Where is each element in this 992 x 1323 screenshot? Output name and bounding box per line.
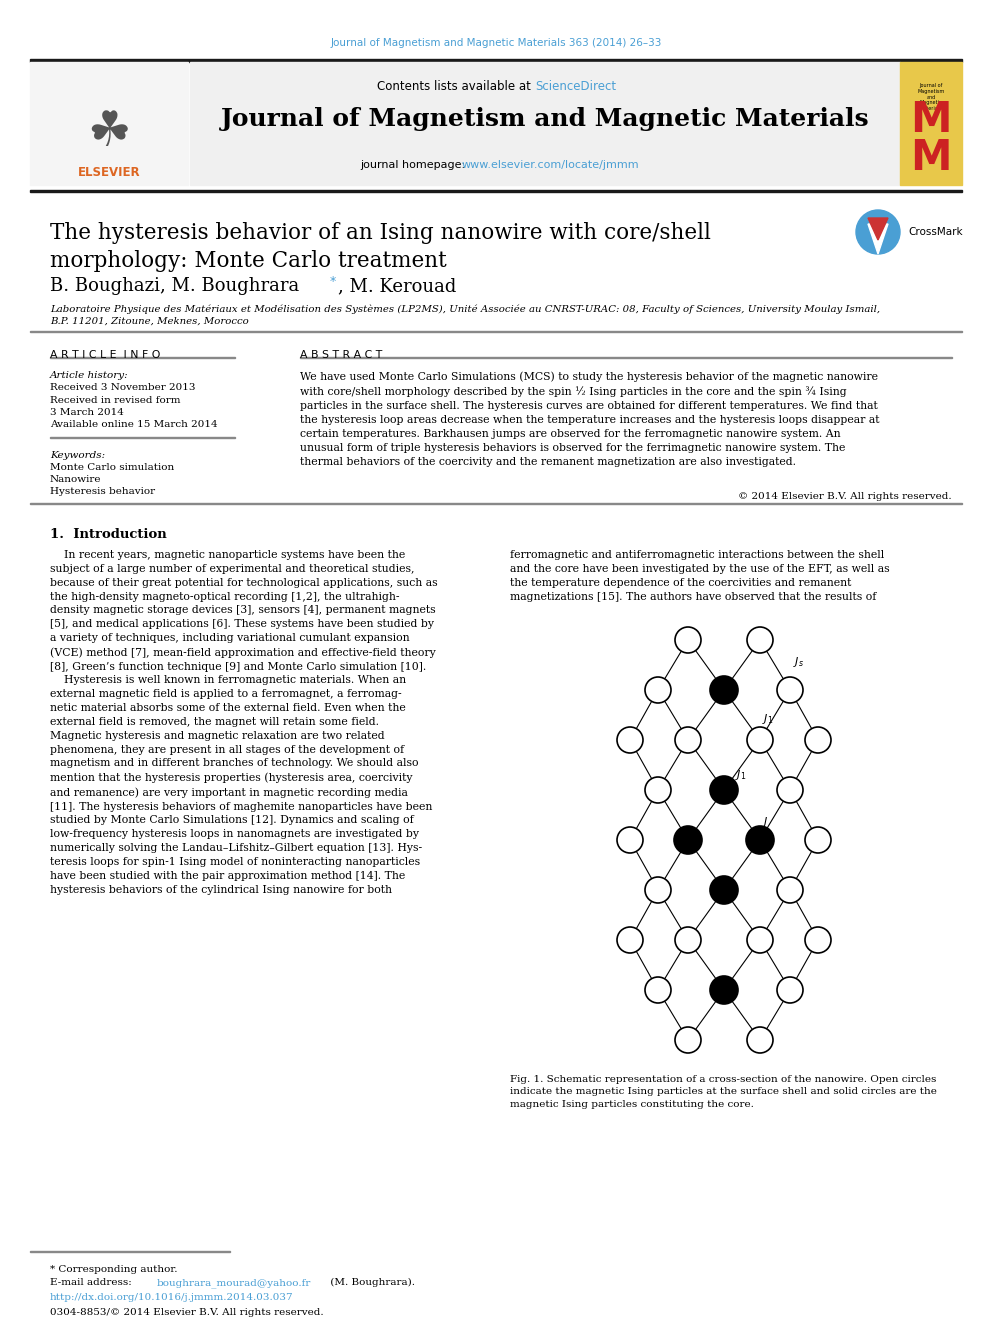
Text: (M. Boughrara).: (M. Boughrara). bbox=[327, 1278, 415, 1287]
Text: © 2014 Elsevier B.V. All rights reserved.: © 2014 Elsevier B.V. All rights reserved… bbox=[738, 492, 952, 501]
Circle shape bbox=[710, 876, 738, 904]
Circle shape bbox=[617, 728, 643, 753]
Circle shape bbox=[746, 826, 774, 855]
Text: $J_s$: $J_s$ bbox=[793, 655, 804, 669]
Text: $J_s$: $J_s$ bbox=[820, 733, 831, 747]
Text: In recent years, magnetic nanoparticle systems have been the
subject of a large : In recent years, magnetic nanoparticle s… bbox=[50, 550, 437, 894]
Text: www.elsevier.com/locate/jmmm: www.elsevier.com/locate/jmmm bbox=[462, 160, 640, 169]
Text: Fig. 1. Schematic representation of a cross-section of the nanowire. Open circle: Fig. 1. Schematic representation of a cr… bbox=[510, 1076, 936, 1109]
Circle shape bbox=[617, 927, 643, 953]
Circle shape bbox=[645, 677, 671, 703]
Text: ferromagnetic and antiferromagnetic interactions between the shell
and the core : ferromagnetic and antiferromagnetic inte… bbox=[510, 550, 890, 602]
Text: Monte Carlo simulation: Monte Carlo simulation bbox=[50, 463, 175, 472]
Circle shape bbox=[747, 1027, 773, 1053]
Bar bbox=[900, 62, 962, 185]
Circle shape bbox=[747, 927, 773, 953]
Circle shape bbox=[805, 728, 831, 753]
Circle shape bbox=[777, 677, 803, 703]
Text: B. Boughazi, M. Boughrara: B. Boughazi, M. Boughrara bbox=[50, 277, 300, 295]
Text: A R T I C L E  I N F O: A R T I C L E I N F O bbox=[50, 351, 161, 360]
Text: ELSEVIER: ELSEVIER bbox=[77, 165, 140, 179]
Circle shape bbox=[617, 827, 643, 853]
Text: $J$: $J$ bbox=[762, 815, 769, 830]
Text: http://dx.doi.org/10.1016/j.jmmm.2014.03.037: http://dx.doi.org/10.1016/j.jmmm.2014.03… bbox=[50, 1293, 294, 1302]
Circle shape bbox=[805, 827, 831, 853]
Text: M: M bbox=[911, 138, 951, 179]
Text: Journal of Magnetism and Magnetic Materials: Journal of Magnetism and Magnetic Materi… bbox=[220, 107, 869, 131]
Bar bbox=[30, 62, 188, 185]
Polygon shape bbox=[868, 218, 888, 239]
Text: 0304-8853/© 2014 Elsevier B.V. All rights reserved.: 0304-8853/© 2014 Elsevier B.V. All right… bbox=[50, 1308, 323, 1316]
Text: B.P. 11201, Zitoune, Meknes, Morocco: B.P. 11201, Zitoune, Meknes, Morocco bbox=[50, 318, 249, 325]
Text: * Corresponding author.: * Corresponding author. bbox=[50, 1265, 178, 1274]
Text: , M. Kerouad: , M. Kerouad bbox=[338, 277, 456, 295]
Text: Journal of
Magnetism
and
Magnetic
Materials: Journal of Magnetism and Magnetic Materi… bbox=[918, 83, 944, 111]
Circle shape bbox=[747, 627, 773, 654]
Text: The hysteresis behavior of an Ising nanowire with core/shell: The hysteresis behavior of an Ising nano… bbox=[50, 222, 711, 243]
Circle shape bbox=[710, 676, 738, 704]
Bar bbox=[30, 189, 962, 192]
Circle shape bbox=[777, 877, 803, 904]
Circle shape bbox=[645, 976, 671, 1003]
Text: Received 3 November 2013: Received 3 November 2013 bbox=[50, 382, 195, 392]
Text: Keywords:: Keywords: bbox=[50, 451, 105, 460]
Text: $J_1$: $J_1$ bbox=[762, 712, 774, 726]
Polygon shape bbox=[868, 224, 888, 254]
Text: morphology: Monte Carlo treatment: morphology: Monte Carlo treatment bbox=[50, 250, 446, 273]
Circle shape bbox=[645, 777, 671, 803]
Text: Contents lists available at: Contents lists available at bbox=[377, 79, 535, 93]
Text: We have used Monte Carlo Simulations (MCS) to study the hysteresis behavior of t: We have used Monte Carlo Simulations (MC… bbox=[300, 370, 880, 467]
Text: 1.  Introduction: 1. Introduction bbox=[50, 528, 167, 541]
Circle shape bbox=[777, 777, 803, 803]
Text: M: M bbox=[911, 99, 951, 142]
Text: journal homepage:: journal homepage: bbox=[360, 160, 468, 169]
Text: 3 March 2014: 3 March 2014 bbox=[50, 407, 124, 417]
Text: A B S T R A C T: A B S T R A C T bbox=[300, 351, 382, 360]
Circle shape bbox=[747, 728, 773, 753]
Text: Article history:: Article history: bbox=[50, 370, 129, 380]
Bar bbox=[30, 60, 962, 62]
Text: ☘: ☘ bbox=[87, 108, 131, 156]
Circle shape bbox=[710, 777, 738, 804]
Circle shape bbox=[805, 927, 831, 953]
Circle shape bbox=[710, 976, 738, 1004]
Text: $J_1$: $J_1$ bbox=[735, 767, 746, 782]
Circle shape bbox=[675, 728, 701, 753]
Text: ScienceDirect: ScienceDirect bbox=[535, 79, 616, 93]
Text: Journal of Magnetism and Magnetic Materials 363 (2014) 26–33: Journal of Magnetism and Magnetic Materi… bbox=[330, 38, 662, 48]
Circle shape bbox=[675, 1027, 701, 1053]
Circle shape bbox=[674, 826, 702, 855]
Text: Hysteresis behavior: Hysteresis behavior bbox=[50, 487, 155, 496]
Circle shape bbox=[645, 877, 671, 904]
Bar bbox=[190, 62, 900, 185]
Circle shape bbox=[777, 976, 803, 1003]
Circle shape bbox=[675, 627, 701, 654]
Text: *: * bbox=[330, 275, 336, 288]
Text: Received in revised form: Received in revised form bbox=[50, 396, 181, 405]
Text: Laboratoire Physique des Matériaux et Modélisation des Systèmes (LP2MS), Unité A: Laboratoire Physique des Matériaux et Mo… bbox=[50, 304, 880, 314]
Text: CrossMark: CrossMark bbox=[908, 228, 962, 237]
Text: Available online 15 March 2014: Available online 15 March 2014 bbox=[50, 419, 217, 429]
Text: boughrara_mourad@yahoo.fr: boughrara_mourad@yahoo.fr bbox=[157, 1278, 311, 1287]
Circle shape bbox=[856, 210, 900, 254]
Circle shape bbox=[675, 927, 701, 953]
Text: Nanowire: Nanowire bbox=[50, 475, 101, 484]
Text: E-mail address:: E-mail address: bbox=[50, 1278, 135, 1287]
